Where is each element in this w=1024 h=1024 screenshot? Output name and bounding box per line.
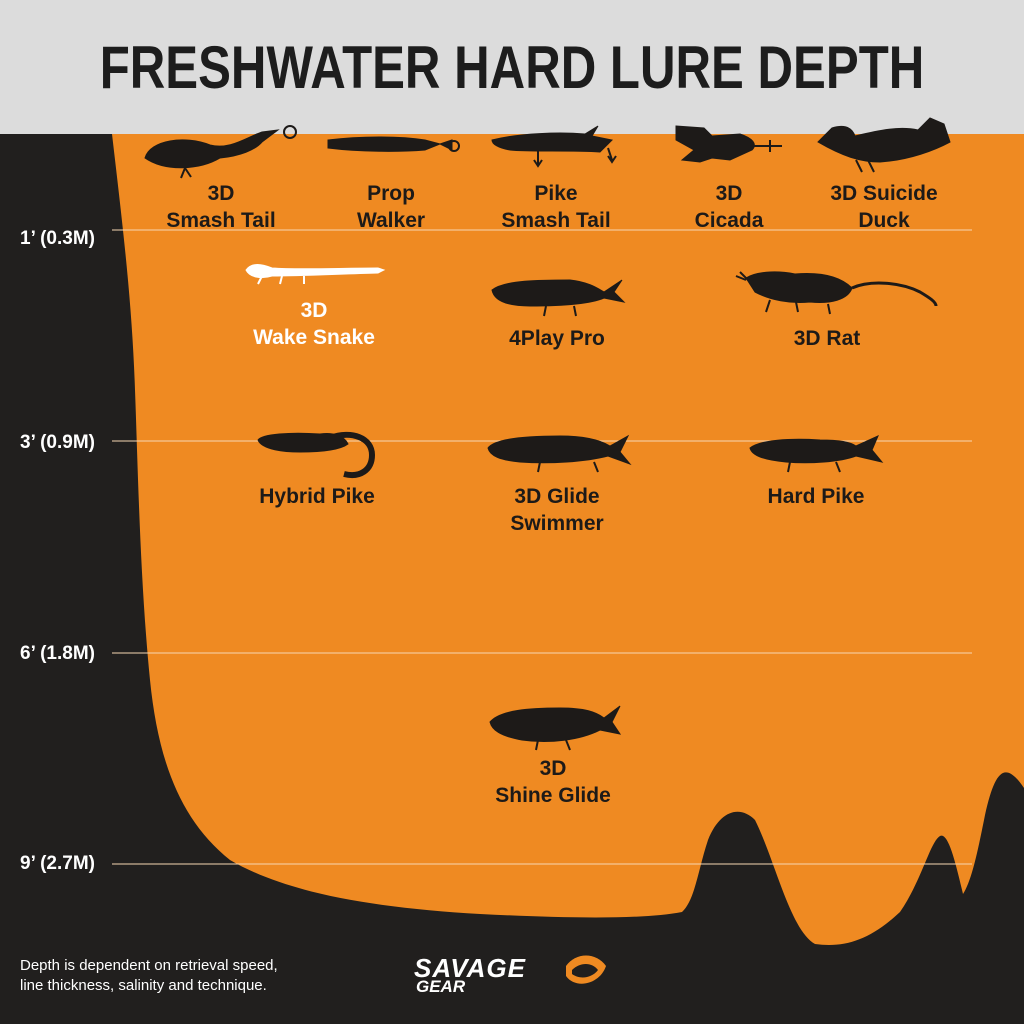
lure-label-4play-pro: 4Play Pro xyxy=(509,327,605,350)
smash-tail-lure-icon xyxy=(144,125,297,179)
lure-label-3d-smash-tail: 3D Smash Tail xyxy=(166,182,276,232)
lure-label-prop-walker: Prop Walker xyxy=(356,182,426,232)
depth-label-6ft: 6’ (1.8M) xyxy=(20,643,95,664)
lure-label-hybrid-pike: Hybrid Pike xyxy=(259,485,375,508)
wake-snake-lure-icon xyxy=(245,264,386,285)
lure-label-3d-suicide-duck: 3D Suicide Duck xyxy=(830,182,938,232)
hybrid-pike-lure-icon xyxy=(257,431,376,478)
prop-walker-lure-icon xyxy=(327,136,460,152)
depth-label-9ft: 9’ (2.7M) xyxy=(20,853,95,874)
page-title: FRESHWATER HARD LURE DEPTH xyxy=(99,34,925,101)
lure-label-pike-smash-tail: Pike Smash Tail xyxy=(501,182,611,232)
lure-label-3d-rat: 3D Rat xyxy=(793,327,861,350)
depth-label-3ft: 3’ (0.9M) xyxy=(20,432,95,453)
lure-label-3d-shine-glide: 3D Shine Glide xyxy=(495,757,611,807)
lure-label-hard-pike: Hard Pike xyxy=(767,485,865,508)
glide-swimmer-lure-icon xyxy=(487,434,632,473)
lure-label-3d-cicada: 3D Cicada xyxy=(694,182,764,232)
suicide-duck-lure-icon xyxy=(817,117,951,173)
depth-label-1ft: 1’ (0.3M) xyxy=(20,228,95,249)
lure-label-3d-glide-swimmer: 3D Glide Swimmer xyxy=(510,485,604,535)
lure-label-3d-wake-snake: 3D Wake Snake xyxy=(253,299,375,349)
footnote: Depth is dependent on retrieval speed, l… xyxy=(20,957,278,994)
logo-text-gear: GEAR xyxy=(416,977,466,996)
rat-lure-icon xyxy=(735,271,938,315)
pike-smash-tail-lure-icon xyxy=(491,125,617,168)
water-area xyxy=(112,134,1024,945)
hard-pike-lure-icon xyxy=(749,435,884,473)
shine-glide-lure-icon xyxy=(489,705,622,751)
4play-pro-lure-icon xyxy=(491,279,626,317)
header-band xyxy=(0,0,1024,134)
brand-logo: SAVAGE GEAR xyxy=(414,950,614,1000)
logo-text-savage: SAVAGE xyxy=(414,953,526,983)
cicada-lure-icon xyxy=(675,125,782,163)
fish-mouth-logo-icon xyxy=(566,955,606,984)
